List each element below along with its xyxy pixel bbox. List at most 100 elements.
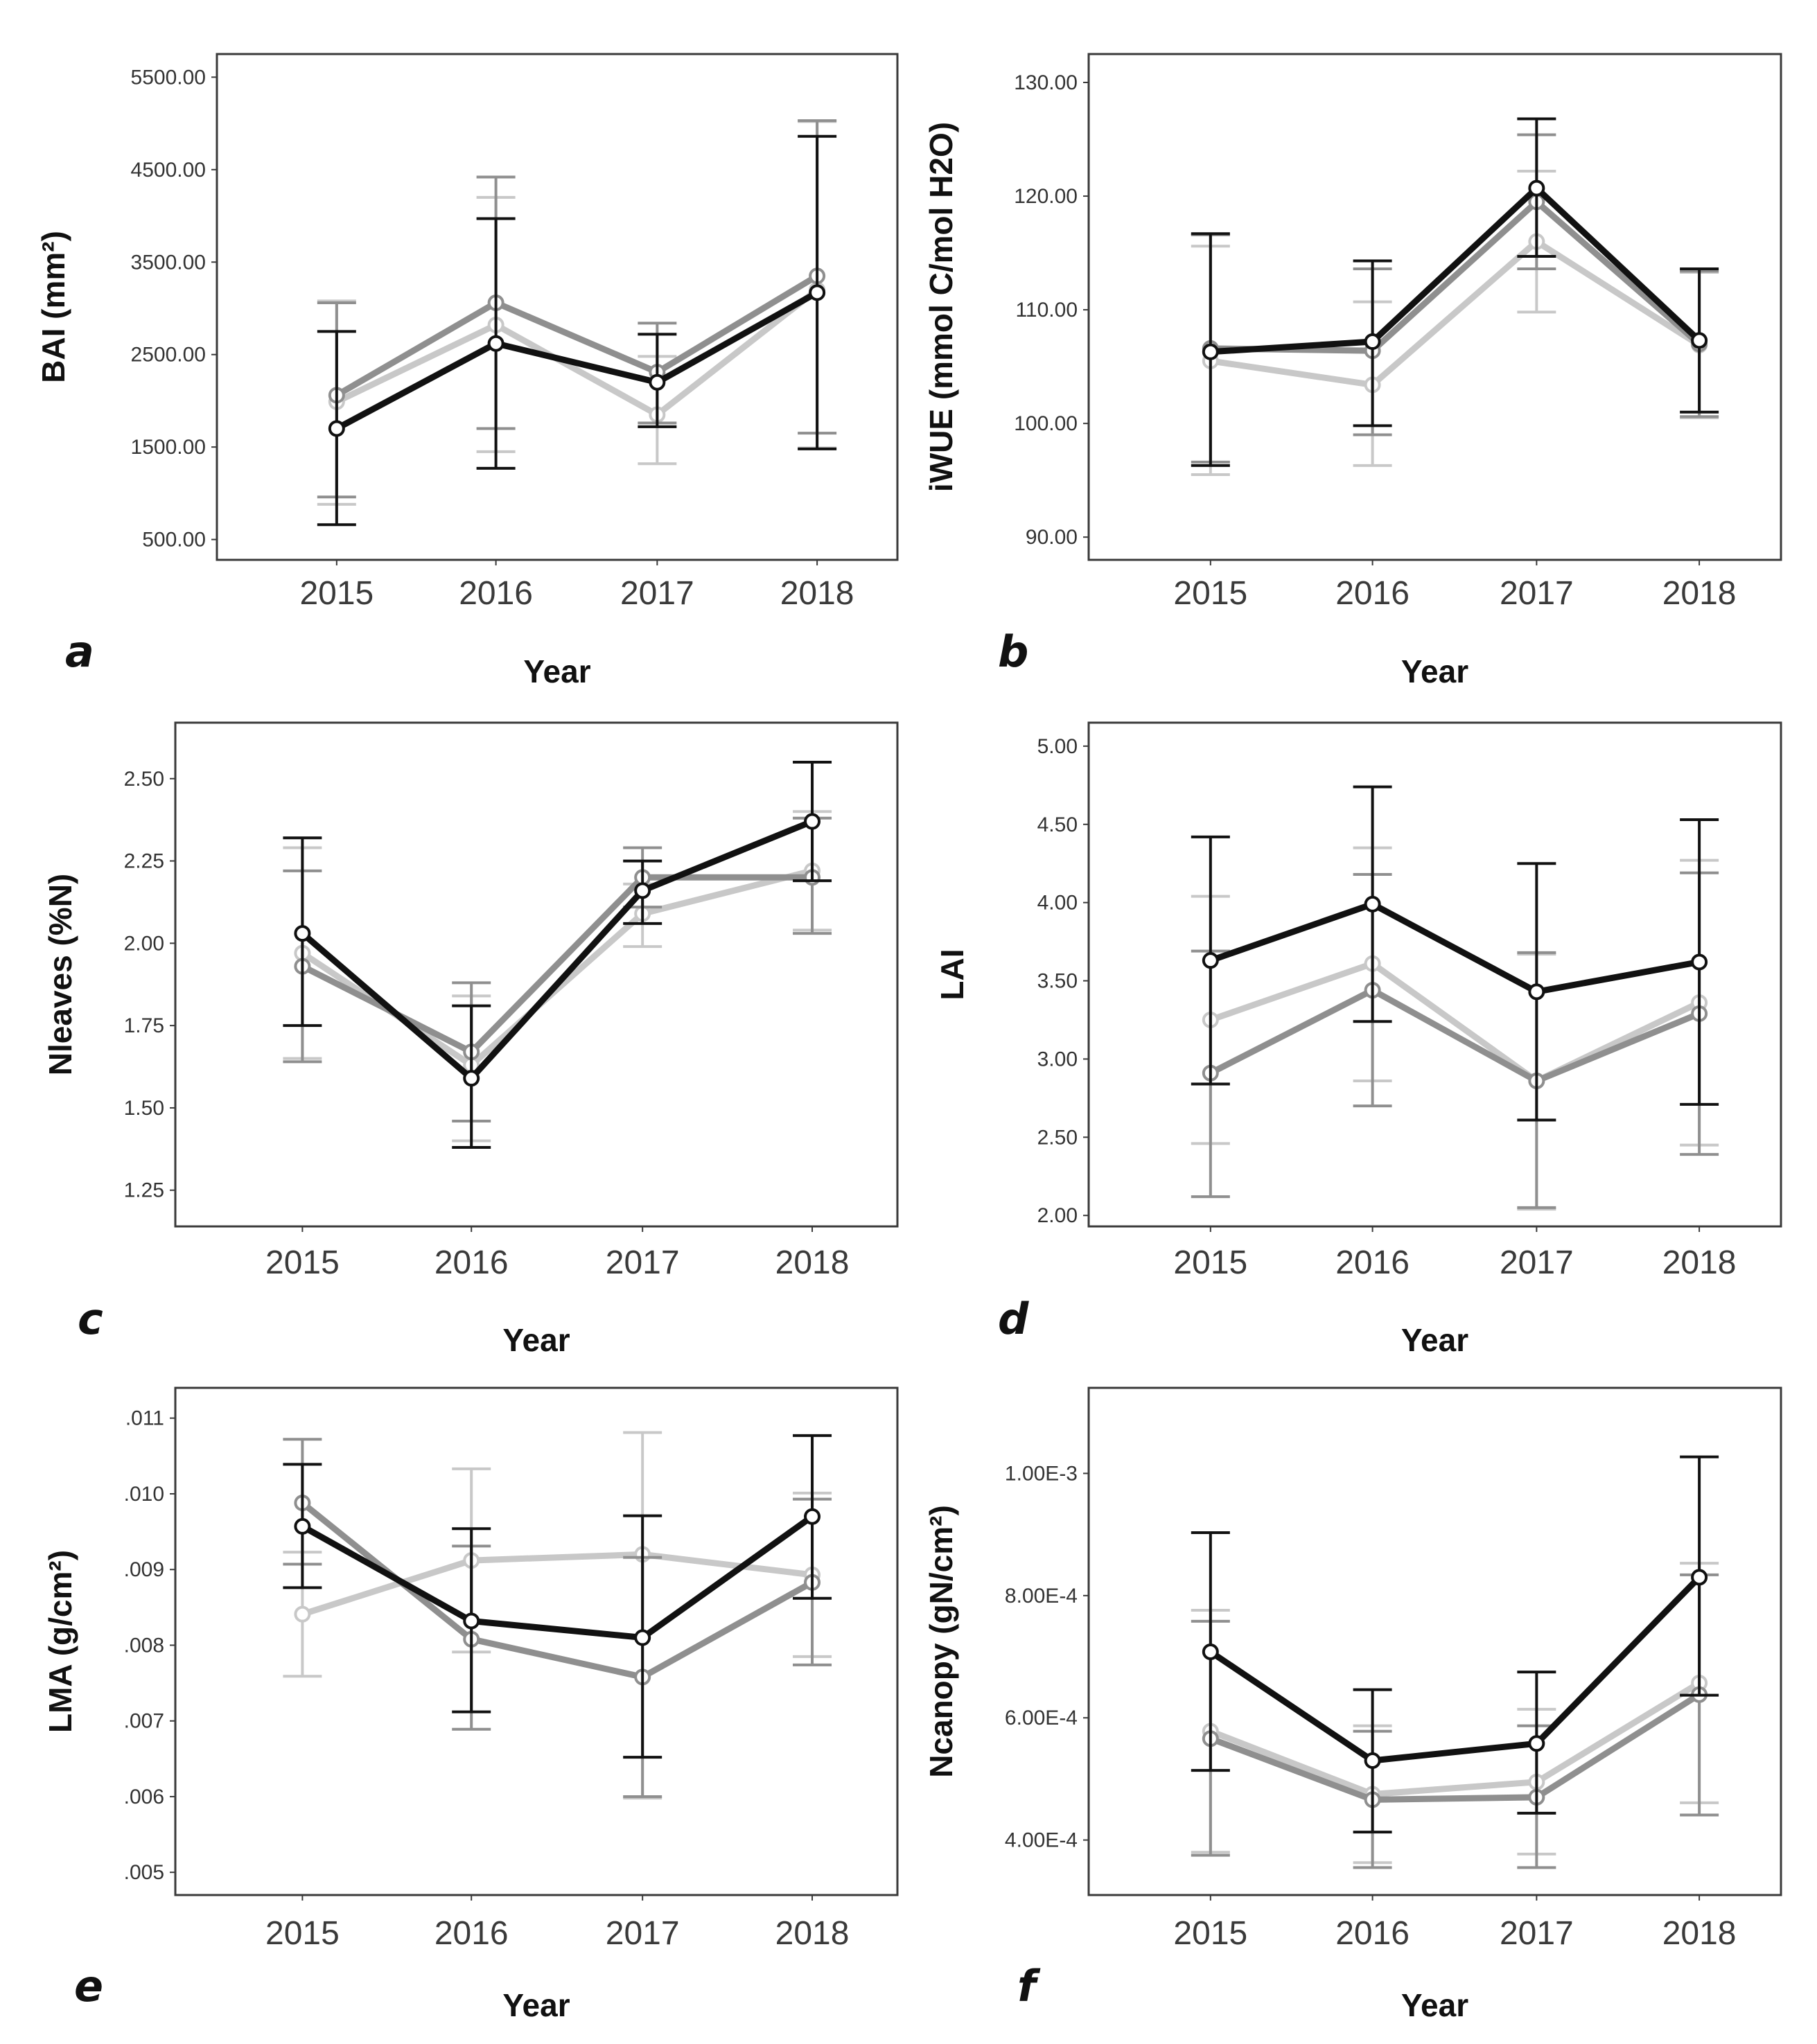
lai-y-axis-title: LAI <box>934 949 970 1000</box>
panel-letter-f: f <box>1017 1961 1041 2011</box>
bai-ytick-label: 1500.00 <box>131 436 206 459</box>
lai-xtick-label: 2016 <box>1335 1244 1410 1281</box>
iwue-ytick-label: 120.00 <box>1014 185 1078 208</box>
lma-plot-frame <box>174 1386 899 1896</box>
iwue-xtick-label: 2018 <box>1662 575 1737 612</box>
lma-xtick-label: 2015 <box>265 1915 340 1952</box>
lai-dark-series-point <box>1691 953 1708 971</box>
nleaves-y-axis-title: Nleaves (%N) <box>42 874 78 1075</box>
lai-ytick-label: 4.50 <box>1037 813 1078 836</box>
panel-letter-b: b <box>998 626 1028 677</box>
iwue-ytick-label: 90.00 <box>1026 526 1078 549</box>
panel-letter-c: c <box>78 1294 103 1344</box>
bai-plot-frame <box>216 53 899 561</box>
nleaves-ytick-label: 2.50 <box>124 768 164 791</box>
lai-dark-series-point <box>1202 952 1219 969</box>
panel-b-iwue: 90.00 100.00 110.00 120.00 130.00 2015 2016 201… <box>923 53 1782 689</box>
nleaves-dark-series-point <box>804 813 821 830</box>
iwue-ytick-label: 100.00 <box>1014 412 1078 435</box>
bai-dark-series-point <box>328 420 345 437</box>
panel-f-ncanopy: 4.00E-4 6.00E-4 8.00E-4 1.00E-3 2015 2016 2017… <box>923 1386 1782 2023</box>
ncanopy-mid-series-line <box>1209 1691 1701 1803</box>
bai-ytick-label: 3500.00 <box>131 251 206 274</box>
ncanopy-dark-series-point <box>1528 1735 1545 1752</box>
lai-dark-series <box>1191 785 1719 1122</box>
ncanopy-y-axis-title: Ncanopy (gN/cm²) <box>923 1505 959 1778</box>
ncanopy-xtick-label: 2015 <box>1173 1915 1247 1952</box>
nleaves-dark-series-point <box>463 1070 480 1087</box>
lai-x-axis-title: Year <box>1401 1322 1468 1358</box>
iwue-plot-frame <box>1087 53 1782 561</box>
nleaves-dark-series-line <box>300 818 814 1082</box>
bai-dark-series-point <box>649 373 666 391</box>
lma-ytick-label: .010 <box>124 1483 164 1506</box>
bai-dark-series-point <box>487 335 504 352</box>
iwue-dark-series-point <box>1364 333 1381 351</box>
lma-ytick-label: .011 <box>125 1407 164 1430</box>
lai-ytick-label: 2.00 <box>1037 1204 1078 1227</box>
panel-letter-e: e <box>74 1961 103 2011</box>
bai-ytick-label: 2500.00 <box>131 344 206 367</box>
ncanopy-dark-series-point <box>1691 1569 1708 1586</box>
bai-xtick-label: 2017 <box>620 575 694 612</box>
lma-light-series-point <box>294 1605 311 1623</box>
iwue-light-series-line <box>1210 238 1701 388</box>
lma-dark-series-point <box>463 1612 480 1630</box>
nleaves-ytick-label: 2.25 <box>124 850 164 873</box>
lma-ytick-label: .007 <box>124 1710 164 1733</box>
nleaves-xtick-label: 2017 <box>606 1244 680 1281</box>
ncanopy-dark-series <box>1191 1455 1719 1834</box>
nleaves-ytick-label: 1.75 <box>124 1014 164 1037</box>
lai-xtick-label: 2017 <box>1500 1244 1574 1281</box>
bai-x-axis-title: Year <box>523 653 590 689</box>
lma-dark-series-point <box>634 1629 651 1646</box>
ncanopy-x-axis-title: Year <box>1401 1987 1468 2023</box>
bai-mid-series-line <box>335 273 819 398</box>
iwue-xtick-label: 2016 <box>1335 575 1410 612</box>
nleaves-dark-series <box>283 761 832 1149</box>
iwue-dark-series-line <box>1210 185 1702 355</box>
ncanopy-xtick-label: 2017 <box>1500 1915 1574 1952</box>
nleaves-x-axis-title: Year <box>502 1322 570 1358</box>
bai-dark-series-point <box>809 284 826 301</box>
nleaves-dark-series-point <box>294 925 311 942</box>
lma-dark-series-line <box>301 1514 814 1641</box>
iwue-xtick-label: 2015 <box>1173 575 1247 612</box>
bai-xtick-label: 2015 <box>299 575 374 612</box>
iwue-x-axis-title: Year <box>1401 653 1468 689</box>
lma-dark-series-point <box>294 1517 311 1535</box>
ncanopy-xtick-label: 2016 <box>1335 1915 1410 1952</box>
lma-dark-series-point <box>804 1508 821 1525</box>
lai-ytick-label: 3.00 <box>1037 1048 1078 1071</box>
iwue-y-axis-title: iWUE (mmol C/mol H2O) <box>923 122 959 492</box>
lai-mid-series-line <box>1209 987 1701 1084</box>
ncanopy-xtick-label: 2018 <box>1662 1915 1737 1952</box>
lma-dark-series <box>283 1434 832 1759</box>
lai-ytick-label: 4.00 <box>1037 892 1078 915</box>
iwue-dark-series-point <box>1691 332 1708 349</box>
bai-xtick-label: 2018 <box>780 575 854 612</box>
panel-e-lma: .005 .006 .007 .008 .009 .010 .011 2015 2016 2017… <box>42 1386 899 2023</box>
bai-ytick-label: 500.00 <box>142 529 206 552</box>
panel-c-nleaves: 1.25 1.50 1.75 2.00 2.25 2.50 2015 2016 2017 2018… <box>42 721 899 1358</box>
ncanopy-ytick-label: 8.00E-4 <box>1005 1585 1078 1607</box>
lai-dark-series-point <box>1528 983 1545 1001</box>
lma-light-series-line <box>301 1551 813 1617</box>
nleaves-plot-frame <box>174 721 899 1228</box>
panel-letter-d: d <box>998 1294 1029 1344</box>
panel-d-lai: 2.00 2.50 3.00 3.50 4.00 4.50 5.00 2015 2016 2017… <box>934 721 1782 1358</box>
iwue-dark-series <box>1191 117 1719 467</box>
bai-light-series-line <box>335 287 819 418</box>
nleaves-ytick-label: 2.00 <box>124 932 164 955</box>
lai-ytick-label: 2.50 <box>1037 1126 1078 1149</box>
bai-dark-series <box>317 134 837 527</box>
bai-xtick-label: 2016 <box>459 575 533 612</box>
lai-light-series-line <box>1209 960 1701 1084</box>
ncanopy-plot-frame <box>1087 1386 1782 1896</box>
nleaves-ytick-label: 1.25 <box>124 1179 164 1202</box>
nleaves-xtick-label: 2015 <box>265 1244 340 1281</box>
lma-xtick-label: 2016 <box>434 1915 509 1952</box>
nleaves-xtick-label: 2016 <box>434 1244 509 1281</box>
ncanopy-ytick-label: 6.00E-4 <box>1005 1707 1078 1729</box>
panel-a-bai: 500.00 1500.00 2500.00 3500.00 4500.00 5500.0… <box>35 53 899 689</box>
